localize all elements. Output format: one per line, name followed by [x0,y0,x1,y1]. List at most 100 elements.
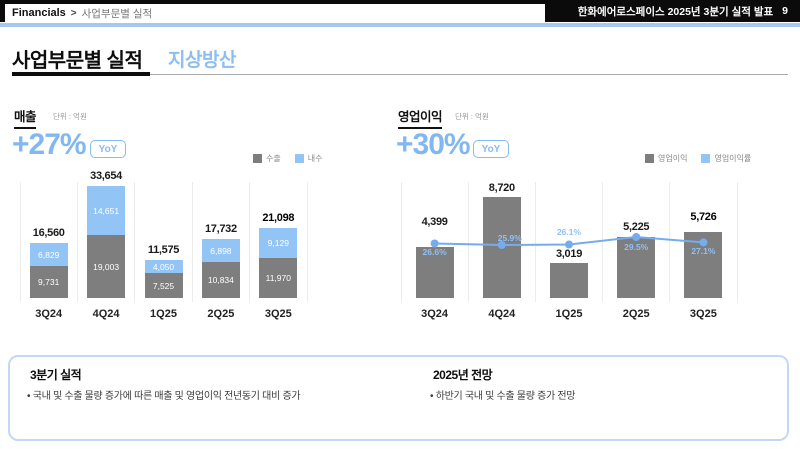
total-label: 16,560 [32,227,65,239]
bar-value-label: 7,525 [152,280,175,291]
breadcrumb-page: 사업부문별 실적 [81,7,153,20]
revenue-yoy-badge: YoY [90,140,126,158]
bar-value-label: 9,731 [38,277,60,287]
revenue-bar-export [29,266,68,298]
x-axis-label: 3Q24 [421,308,449,320]
revenue-unit-label: 단위 : 억원 [53,112,87,121]
margin-pct-label: 26.1% [556,227,582,237]
breadcrumb-root: Financials [12,7,66,19]
revenue-legend: 수출 내수 [253,153,322,164]
left-border [0,0,5,22]
revenue-bar-domestic [87,186,126,235]
total-label: 21,098 [262,212,295,224]
footer-left-title: 3분기 실적 [30,368,82,382]
bar-value-label: 9,129 [267,238,289,248]
margin-pct-label: 25.9% [497,233,522,243]
bar-value-label: 10,834 [207,275,234,285]
profit-growth: +30% [396,128,471,161]
title-underline [12,72,150,76]
legend-swatch-op-margin [701,154,711,163]
title-rule [150,74,788,75]
revenue-bar-export [144,273,183,298]
bar-value-label: 6,898 [210,245,232,256]
gridline [191,182,193,302]
revenue-bar-domestic [259,228,298,258]
profit-bar [550,263,588,298]
legend-swatch-export [253,154,262,163]
total-label: 3,019 [555,248,583,260]
revenue-bar-export [259,258,298,298]
page-title: 사업부문별 실적 [12,50,143,72]
legend-swatch-op-profit [645,154,654,163]
total-label: 8,720 [488,182,515,194]
total-label: 5,726 [690,211,717,223]
total-label: 17,732 [204,223,237,235]
revenue-bar-domestic [144,260,183,273]
revenue-chart: 9,731 6,829 16,560 3Q24 19,003 14,651 33,654 4Q… [19,170,308,320]
margin-pct-label: 29.5% [624,242,649,252]
legend-swatch-domestic [294,154,304,163]
legend-label-domestic: 내수 [307,154,323,163]
footer-right-title: 2025년 전망 [433,368,493,382]
revenue-bar-export [87,235,126,298]
deck-title-bar: 한화에어로스페이스 2025년 3분기 실적 발표 9 [545,0,800,22]
x-axis-label: 3Q25 [689,308,717,320]
x-axis-label: 1Q25 [150,308,177,320]
total-label: 11,575 [147,244,180,256]
gridline [467,182,469,302]
revenue-growth: +27% [12,128,87,161]
x-axis-label: 4Q24 [488,308,516,320]
breadcrumb: Financials > 사업부문별 실적 [12,4,152,22]
gridline [134,182,136,302]
profit-bar [684,232,723,298]
profit-legend: 영업이익 영업이익률 [645,153,751,164]
legend-label-export: 수출 [266,154,281,163]
total-label: 4,399 [421,216,448,228]
margin-pct-label: 26.6% [422,247,447,257]
profit-bar [617,237,656,298]
footer-left-bullet: 국내 및 수출 물량 증가에 따른 매출 및 영업이익 전년동기 대비 증가 [27,387,301,402]
gridline [249,182,251,302]
x-axis-label: 4Q24 [92,308,120,320]
x-axis-label: 2Q25 [622,308,650,320]
profit-bar [482,197,521,298]
gridline [669,182,671,302]
legend-label-op-profit: 영업이익 [658,154,688,163]
page-number: 9 [782,5,788,17]
gridline [306,182,308,302]
revenue-chart-title: 매출 [14,106,37,129]
revenue-bar-domestic [29,243,68,266]
top-border [0,0,800,4]
x-axis-label: 3Q24 [35,308,63,320]
revenue-bar-export [201,262,240,298]
revenue-bar-domestic [201,239,240,262]
deck-title: 한화에어로스페이스 2025년 3분기 실적 발표 [577,5,774,18]
total-label: 33,654 [90,170,123,182]
profit-yoy-badge: YoY [473,140,509,158]
profit-bar [415,247,454,298]
breadcrumb-chevron-icon: > [70,7,77,19]
gridline [602,182,604,302]
bar-value-label: 14,651 [93,205,120,216]
margin-pct-label: 27.1% [691,246,716,256]
segment-title: 지상방산 [168,50,236,71]
gridline [76,182,78,302]
footer-right-bullet: 하반기 국내 및 수출 물량 증가 전망 [430,387,576,402]
x-axis-label: 2Q25 [207,308,235,320]
header-divider [0,23,800,27]
bar-value-label: 11,970 [265,273,291,283]
gridline [534,182,536,302]
x-axis-label: 3Q25 [264,308,292,320]
gridline [400,182,402,302]
profit-unit-label: 단위 : 억원 [455,112,489,121]
bar-value-label: 4,050 [152,261,175,272]
bar-value-label: 19,003 [93,261,120,272]
gridline [19,182,21,302]
legend-label-op-margin: 영업이익률 [714,154,752,163]
profit-chart-title: 영업이익 [398,106,443,129]
bar-value-label: 6,829 [38,249,60,260]
gridline [736,182,738,302]
profit-chart: 4,399 3Q24 8,720 4Q24 3,019 1Q25 5,225 2Q25 5,72… [400,182,738,320]
x-axis-label: 1Q25 [555,308,583,320]
